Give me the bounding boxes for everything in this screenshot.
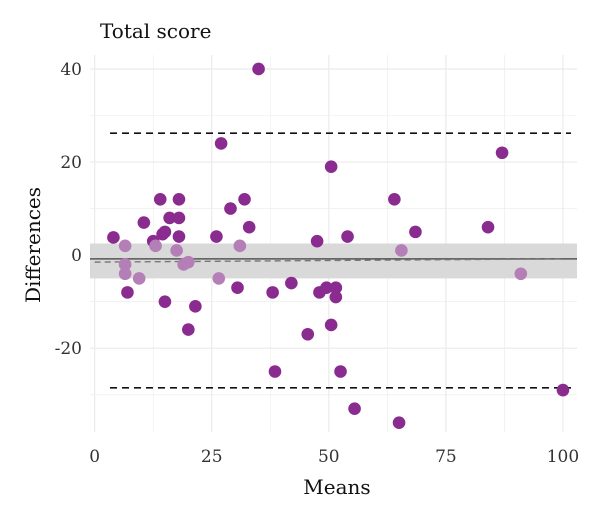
data-point-20	[182, 323, 195, 336]
data-point-50	[495, 146, 509, 160]
data-point-52	[556, 383, 570, 397]
data-point-29	[242, 220, 256, 234]
data-points	[107, 62, 570, 429]
x-tick-label: 75	[435, 447, 457, 467]
data-point-34	[301, 327, 315, 341]
y-tick-label: 0	[71, 246, 82, 266]
y-tick-label: 40	[60, 60, 82, 80]
x-tick-label: 0	[89, 447, 100, 467]
data-point-11	[158, 225, 172, 239]
data-point-46	[392, 416, 406, 429]
data-point-47	[395, 244, 408, 257]
data-point-14	[170, 244, 183, 257]
y-axis-ticks: -20 0 20 40	[55, 60, 82, 359]
plot-area	[90, 55, 577, 432]
data-point-17	[172, 230, 186, 243]
data-point-9	[153, 192, 167, 206]
data-point-44	[348, 402, 361, 416]
x-tick-label: 50	[318, 447, 340, 467]
data-point-4	[121, 286, 134, 299]
data-point-21	[189, 300, 202, 313]
data-point-23	[212, 272, 226, 285]
data-point-12	[158, 295, 172, 308]
data-point-8	[149, 239, 162, 253]
data-point-41	[329, 290, 343, 304]
data-point-15	[172, 192, 186, 206]
data-point-27	[233, 239, 247, 253]
data-point-40	[329, 281, 343, 295]
data-point-51	[514, 267, 528, 281]
y-axis-label: Differences	[21, 187, 45, 303]
data-point-30	[252, 62, 265, 76]
data-point-16	[172, 211, 186, 225]
data-point-3	[118, 267, 132, 281]
x-axis-label: Means	[303, 475, 370, 499]
data-point-1	[118, 239, 132, 253]
x-tick-label: 100	[547, 447, 579, 467]
data-point-33	[285, 276, 298, 290]
y-tick-label: 20	[60, 153, 82, 173]
data-point-0	[107, 231, 120, 244]
data-point-2	[118, 258, 132, 271]
agreement-band	[90, 243, 577, 279]
y-tick-label: -20	[55, 339, 82, 359]
data-point-19	[182, 255, 195, 269]
x-tick-label: 25	[201, 447, 223, 467]
data-point-48	[409, 225, 422, 239]
data-point-37	[320, 281, 333, 295]
data-point-28	[238, 192, 251, 206]
data-point-42	[334, 365, 347, 378]
chart-title: Total score	[100, 19, 211, 43]
data-point-22	[210, 230, 223, 243]
data-point-13	[163, 211, 176, 225]
data-point-49	[481, 220, 495, 234]
data-point-45	[388, 192, 401, 206]
trend-line	[94, 258, 563, 263]
data-point-26	[231, 281, 244, 295]
data-point-25	[224, 202, 237, 215]
data-point-38	[324, 160, 338, 174]
data-point-6	[137, 216, 151, 229]
data-point-39	[324, 318, 338, 332]
data-point-32	[268, 365, 282, 378]
data-point-31	[266, 286, 279, 299]
x-axis-ticks: 0 25 50 75 100	[89, 447, 579, 467]
data-point-35	[310, 234, 324, 248]
data-point-24	[214, 137, 228, 150]
data-point-43	[341, 230, 354, 243]
data-point-5	[132, 272, 146, 285]
